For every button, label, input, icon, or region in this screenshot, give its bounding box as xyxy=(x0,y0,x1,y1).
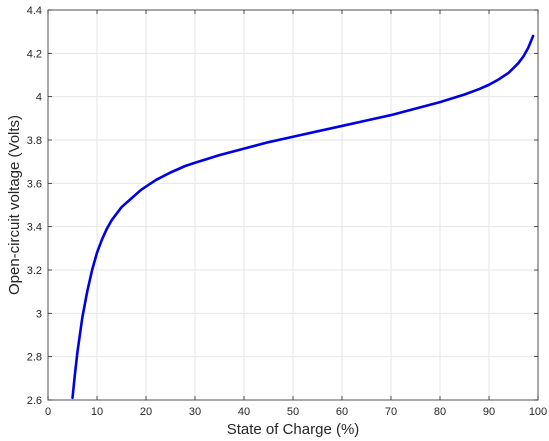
x-tick-label: 10 xyxy=(91,406,103,418)
series-lines xyxy=(71,34,535,400)
x-tick-label: 40 xyxy=(238,406,250,418)
y-axis-label: Open-circuit voltage (Volts) xyxy=(6,115,23,295)
y-tick-label: 3.8 xyxy=(27,135,42,147)
y-tick-label: 4.2 xyxy=(27,48,42,60)
y-tick-label: 3.4 xyxy=(27,222,42,234)
x-tick-label: 20 xyxy=(140,406,152,418)
x-tick-label: 30 xyxy=(189,406,201,418)
tick-marks xyxy=(47,9,539,401)
x-tick-label: 100 xyxy=(529,406,547,418)
x-tick-label: 0 xyxy=(45,406,51,418)
grid xyxy=(48,10,538,400)
y-tick-label: 4.4 xyxy=(27,5,42,17)
x-tick-labels: 0 10 20 30 40 50 60 70 80 90 100 xyxy=(45,406,547,418)
y-tick-label: 2.6 xyxy=(27,395,42,407)
x-tick-label: 80 xyxy=(434,406,446,418)
x-tick-label: 50 xyxy=(287,406,299,418)
x-axis-label: State of Charge (%) xyxy=(227,421,360,438)
y-tick-label: 4 xyxy=(36,92,42,104)
y-tick-labels: 2.6 2.8 3 3.2 3.4 3.6 3.8 4 4.2 4.4 xyxy=(27,5,42,407)
y-tick-label: 3.2 xyxy=(27,265,42,277)
series-line xyxy=(71,34,535,400)
y-tick-label: 2.8 xyxy=(27,352,42,364)
x-tick-label: 60 xyxy=(336,406,348,418)
x-tick-label: 70 xyxy=(385,406,397,418)
y-tick-label: 3 xyxy=(36,308,42,320)
y-tick-label: 3.6 xyxy=(27,178,42,190)
x-tick-label: 90 xyxy=(483,406,495,418)
